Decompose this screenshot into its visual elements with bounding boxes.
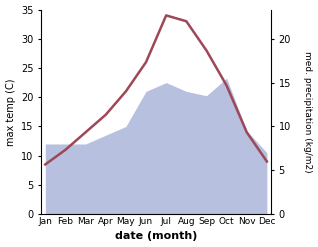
Y-axis label: max temp (C): max temp (C) [5, 78, 16, 145]
Y-axis label: med. precipitation (kg/m2): med. precipitation (kg/m2) [303, 51, 313, 173]
X-axis label: date (month): date (month) [115, 231, 197, 242]
